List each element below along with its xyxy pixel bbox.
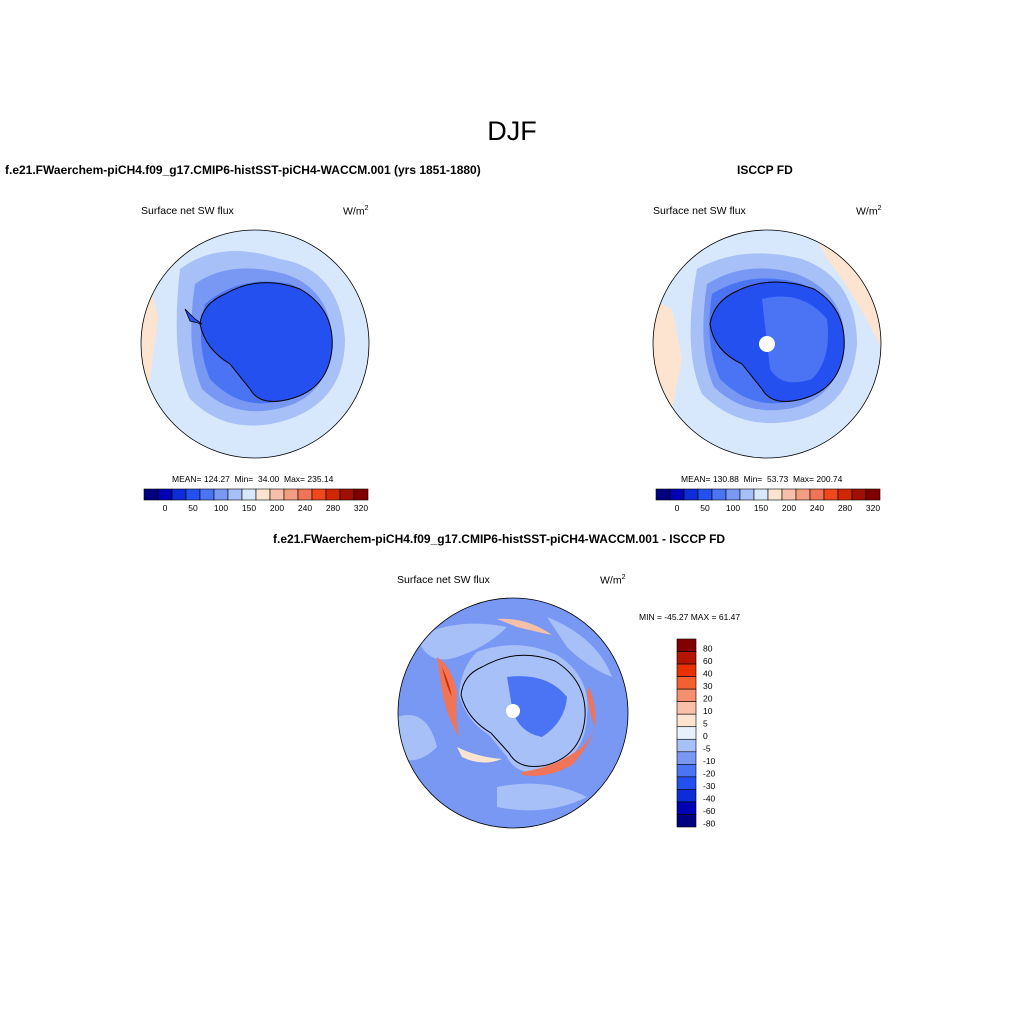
obs-colorbar-label: 320 — [866, 503, 880, 513]
obs-colorbar-label: 150 — [754, 503, 768, 513]
model-colorbar-label: 150 — [242, 503, 256, 513]
obs-stats: MEAN= 130.88 Min= 53.73 Max= 200.74 — [681, 474, 843, 484]
model-units-label: W/m2 — [343, 205, 369, 218]
model-colorbar-box — [339, 488, 355, 501]
model-colorbar-box — [227, 488, 243, 501]
obs-colorbar-box — [767, 488, 783, 501]
diff-colorbar-label: 10 — [703, 706, 713, 716]
diff-colorbar-label: -30 — [703, 781, 716, 791]
model-colorbar-box — [283, 488, 299, 501]
obs-colorbar-box — [823, 488, 839, 501]
diff-colorbar-label: -20 — [703, 769, 716, 779]
obs-colorbar-box — [753, 488, 769, 501]
model-colorbar-label: 240 — [298, 503, 312, 513]
obs-colorbar-box — [655, 488, 671, 501]
diff-colorbar-label: 30 — [703, 681, 713, 691]
diff-colorbar-box — [676, 726, 697, 740]
obs-colorbar-box — [809, 488, 825, 501]
model-colorbar-box — [311, 488, 327, 501]
model-colorbar-box — [213, 488, 229, 501]
diff-units-label: W/m2 — [600, 574, 626, 587]
model-colorbar-label: 50 — [188, 503, 198, 513]
model-variable-label: Surface net SW flux — [141, 205, 234, 217]
diff-colorbar-box — [676, 789, 697, 803]
diff-colorbar-box — [676, 638, 697, 652]
model-polar-map — [140, 229, 370, 459]
obs-colorbar-box — [837, 488, 853, 501]
diff-variable-label: Surface net SW flux — [397, 574, 490, 586]
diff-colorbar-box — [676, 738, 697, 753]
diff-colorbar: 80 60 40 30 20 10 5 0 -5 -10 -20 -30 -40 -60 -80 — [676, 638, 716, 829]
obs-colorbar-label: 200 — [782, 503, 796, 513]
diff-colorbar-label: 80 — [703, 643, 713, 653]
obs-colorbar: 0 50 100 150 200 240 280 320 — [655, 488, 881, 513]
obs-case-title: ISCCP FD — [737, 163, 793, 177]
model-colorbar-box — [353, 488, 369, 501]
model-colorbar-box — [199, 488, 215, 501]
diff-colorbar-box — [676, 776, 697, 790]
obs-colorbar-box — [669, 488, 685, 501]
obs-variable-label: Surface net SW flux — [653, 205, 746, 217]
model-colorbar-box — [241, 488, 257, 501]
model-colorbar-label: 100 — [214, 503, 228, 513]
diff-case-title: f.e21.FWaerchem-piCH4.f09_g17.CMIP6-hist… — [273, 532, 726, 546]
diff-minmax: MIN = -45.27 MAX = 61.47 — [639, 612, 741, 622]
diff-colorbar-label: -40 — [703, 794, 716, 804]
diff-colorbar-box — [676, 651, 697, 665]
diff-polar-map — [397, 597, 629, 829]
model-colorbar-box — [185, 488, 201, 501]
obs-colorbar-box — [739, 488, 755, 501]
diff-colorbar-box — [676, 751, 697, 765]
diff-colorbar-box — [676, 701, 697, 715]
model-colorbar-box — [297, 488, 313, 501]
obs-polar-map — [652, 229, 882, 459]
model-colorbar-label: 320 — [354, 503, 368, 513]
model-colorbar-box — [143, 488, 159, 501]
diff-colorbar-label: -10 — [703, 756, 716, 766]
model-colorbar-box — [325, 488, 341, 501]
model-stats: MEAN= 124.27 Min= 34.00 Max= 235.14 — [172, 474, 334, 484]
obs-colorbar-label: 50 — [700, 503, 710, 513]
diff-colorbar-label: -60 — [703, 806, 716, 816]
figure-title: DJF — [487, 116, 537, 146]
diff-colorbar-box — [676, 801, 697, 815]
obs-colorbar-box — [781, 488, 797, 501]
diff-colorbar-box — [676, 663, 697, 677]
obs-colorbar-box — [697, 488, 713, 501]
obs-colorbar-box — [795, 488, 811, 501]
obs-colorbar-box — [851, 488, 867, 501]
diff-colorbar-label: 60 — [703, 656, 713, 666]
obs-colorbar-label: 0 — [675, 503, 680, 513]
model-colorbar-box — [171, 488, 187, 501]
model-colorbar-box — [255, 488, 271, 501]
diff-colorbar-box — [676, 764, 697, 778]
diff-colorbar-box — [676, 688, 697, 702]
diff-colorbar-label: -80 — [703, 819, 716, 829]
diff-colorbar-label: 0 — [703, 731, 708, 741]
obs-colorbar-box — [725, 488, 741, 501]
model-colorbar-box — [157, 488, 173, 501]
diff-colorbar-label: 40 — [703, 668, 713, 678]
diff-colorbar-box — [676, 713, 697, 728]
obs-colorbar-box — [865, 488, 881, 501]
model-colorbar-label: 200 — [270, 503, 284, 513]
diff-colorbar-box — [676, 676, 697, 690]
diff-colorbar-label: 5 — [703, 718, 708, 728]
diff-colorbar-label: 20 — [703, 693, 713, 703]
diff-colorbar-label: -5 — [703, 744, 711, 754]
model-colorbar-label: 0 — [163, 503, 168, 513]
model-colorbar-box — [269, 488, 285, 501]
model-case-title: f.e21.FWaerchem-piCH4.f09_g17.CMIP6-hist… — [5, 163, 481, 177]
obs-colorbar-box — [683, 488, 699, 501]
model-colorbar-label: 280 — [326, 503, 340, 513]
obs-units-label: W/m2 — [856, 205, 882, 218]
model-colorbar: 0 50 100 150 200 240 280 320 — [143, 488, 369, 513]
obs-colorbar-box — [711, 488, 727, 501]
obs-colorbar-label: 100 — [726, 503, 740, 513]
diff-colorbar-box — [676, 814, 697, 828]
obs-colorbar-label: 240 — [810, 503, 824, 513]
obs-colorbar-label: 280 — [838, 503, 852, 513]
